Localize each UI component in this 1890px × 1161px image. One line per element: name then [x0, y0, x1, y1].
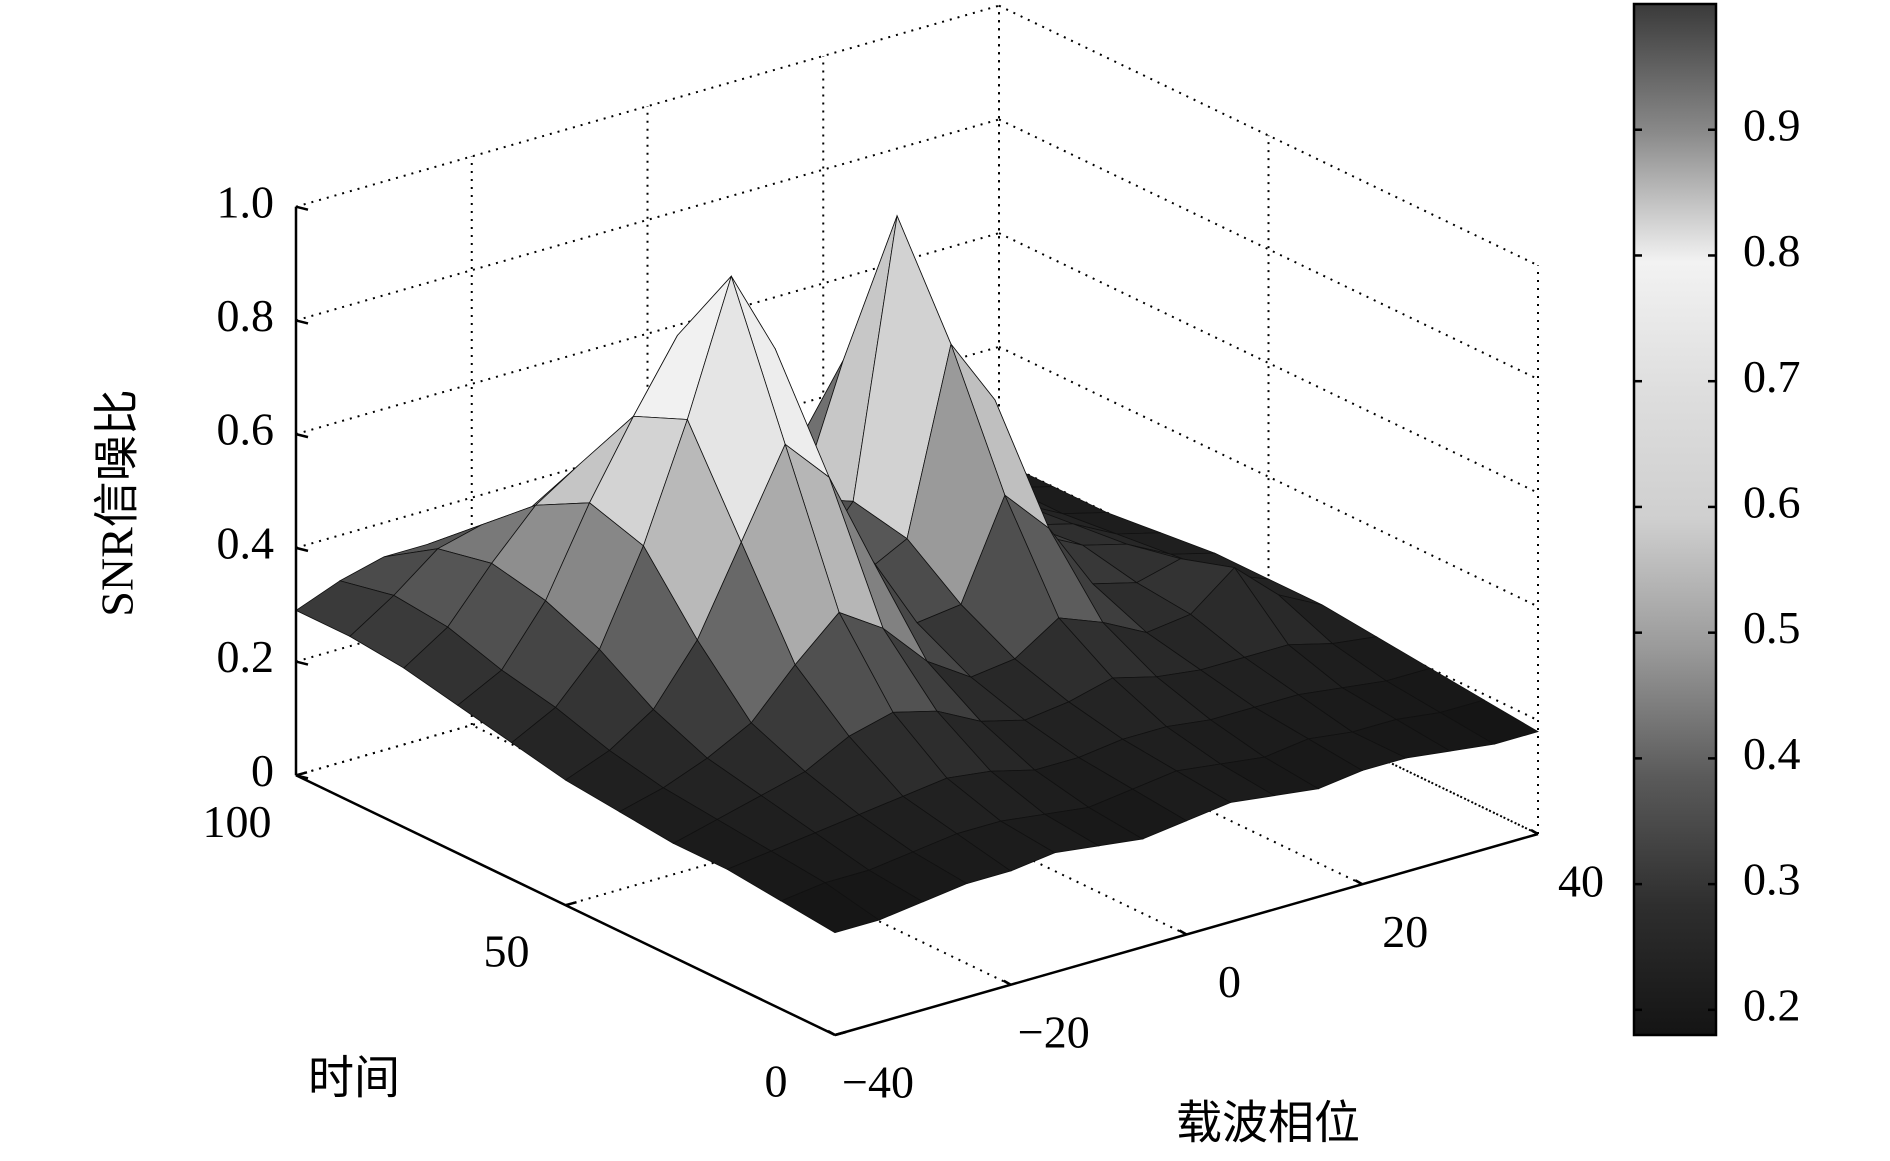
x-tick: [1003, 979, 1012, 986]
z-tick: [295, 205, 309, 211]
colorbar-tick-label: 0.6: [1743, 476, 1801, 527]
colorbar-tick-label: 0.3: [1743, 854, 1801, 905]
x-tick-label: 40: [1558, 856, 1604, 907]
z-tick: [295, 660, 309, 666]
x-tick-label: −20: [1018, 1006, 1090, 1057]
z-tick-label: 0.4: [217, 517, 275, 568]
x-tick: [827, 1029, 836, 1037]
x-tick: [1530, 828, 1539, 836]
x-tick-label: −40: [842, 1057, 914, 1108]
z-tick-label: 1.0: [217, 176, 275, 227]
x-tick-label: 20: [1382, 906, 1428, 957]
x-axis-label: 载波相位: [1176, 1098, 1360, 1149]
z-tick: [295, 546, 309, 553]
y-tick: [295, 771, 308, 777]
colorbar-tick-label: 0.8: [1743, 225, 1801, 276]
y-tick-label: 100: [203, 796, 272, 847]
x-tick-label: 0: [1218, 956, 1241, 1007]
z-tick-label: 0.2: [217, 631, 275, 682]
z-tick-label: 0.6: [217, 404, 275, 455]
y-tick-label: 0: [765, 1056, 788, 1107]
y-tick-label: 50: [484, 926, 530, 977]
colorbar-tick-label: 0.5: [1743, 602, 1801, 653]
colorbar-tick-label: 0.2: [1743, 979, 1801, 1030]
grid-line: [998, 4, 1539, 267]
grid-line: [295, 4, 1000, 208]
z-tick: [295, 319, 309, 325]
grid-line: [295, 118, 1000, 322]
colorbar-tick-label: 0.7: [1743, 351, 1801, 402]
colorbar-tick-label: 0.9: [1743, 99, 1801, 150]
z-axis-label: SNR信噪比: [92, 389, 143, 616]
y-tick: [834, 1030, 847, 1037]
colorbar-tick-label: 0.4: [1743, 728, 1801, 779]
x-tick: [1178, 929, 1188, 936]
z-tick-label: 0.8: [217, 290, 275, 341]
surface-patch: [780, 882, 880, 934]
x-tick: [1354, 879, 1363, 886]
y-axis-label: 时间: [308, 1053, 400, 1104]
colorbar: [1632, 2, 1718, 1037]
y-tick: [565, 900, 577, 907]
z-tick: [295, 432, 309, 439]
z-tick-label: 0: [251, 745, 274, 796]
